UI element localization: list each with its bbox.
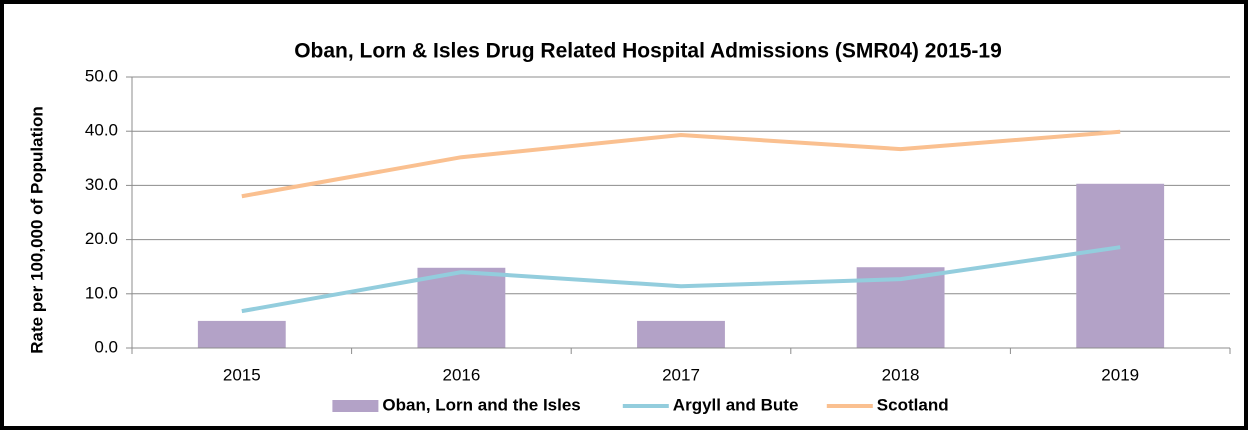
x-tick-label: 2019 [1101, 365, 1139, 384]
y-axis-label: Rate per 100,000 of Population [27, 106, 46, 354]
line [241, 245, 1121, 314]
y-tick-label: 50.0 [85, 66, 118, 85]
bar [197, 320, 286, 348]
legend-label: Scotland [877, 395, 949, 414]
chart-title: Oban, Lorn & Isles Drug Related Hospital… [294, 40, 1002, 63]
bar [417, 267, 506, 348]
bar [637, 320, 725, 348]
bar [1076, 183, 1165, 348]
x-tick-label: 2018 [882, 365, 920, 384]
y-tick-label: 40.0 [85, 121, 118, 140]
x-tick-label: 2017 [662, 365, 700, 384]
x-tick-label: 2016 [442, 365, 480, 384]
legend-swatch [332, 400, 379, 412]
legend-label: Argyll and Bute [673, 395, 799, 414]
legend-label: Oban, Lorn and the Isles [382, 395, 580, 414]
y-tick-label: 20.0 [85, 229, 118, 248]
y-tick-label: 10.0 [85, 283, 118, 302]
x-tick-label: 2015 [223, 365, 261, 384]
line [241, 129, 1121, 199]
y-tick-label: 30.0 [85, 175, 118, 194]
y-tick-label: 0.0 [94, 337, 118, 356]
